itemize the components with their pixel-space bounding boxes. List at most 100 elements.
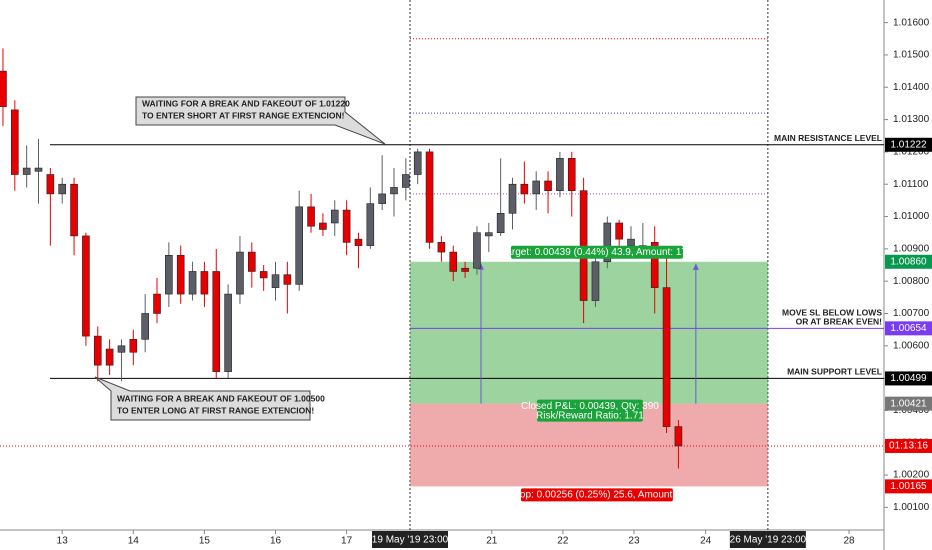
candle-body: [520, 183, 529, 195]
candle-body: [259, 271, 268, 279]
price-tag-label: 1.00165: [890, 481, 927, 492]
candle-body: [556, 158, 564, 191]
main-layer: [0, 48, 699, 469]
price-tag: [885, 396, 932, 411]
candle-body: [129, 339, 138, 353]
price-tag: [885, 371, 932, 386]
candle-body: [319, 222, 327, 230]
candle-body: [330, 209, 339, 224]
candle-body: [544, 180, 552, 191]
price-tag: [885, 254, 932, 269]
candle-body: [165, 255, 173, 295]
x-tick-label: 23: [628, 536, 640, 547]
candle-body: [425, 151, 434, 243]
callout-text: TO ENTER SHORT AT FIRST RANGE EXTENCION!: [142, 110, 345, 120]
candle-body: [615, 222, 623, 240]
result-label: Risk/Reward Ratio: 1.71: [536, 410, 644, 421]
candle-body: [0, 70, 7, 107]
price-tag: [885, 438, 932, 453]
price-tag-label: 01:13:16: [889, 441, 928, 452]
candle-body: [82, 235, 90, 337]
candle-body: [413, 151, 422, 175]
y-tick-label: 1.01500: [893, 50, 930, 61]
candle-body: [248, 251, 256, 272]
stop-label-box: [520, 488, 673, 502]
y-tick-label: 1.00200: [893, 470, 930, 481]
candle-body: [283, 274, 292, 285]
x-tick-label: 17: [341, 536, 353, 547]
y-tick-label: 1.00600: [893, 340, 930, 351]
candle-body: [473, 232, 481, 269]
price-tag: [885, 479, 932, 494]
y-tick-label: 1.00100: [893, 502, 930, 513]
price-tag-label: 1.00499: [890, 373, 927, 384]
candle-body: [105, 348, 114, 366]
candle-body: [58, 183, 67, 195]
candle-body: [11, 109, 19, 175]
candle-body: [46, 174, 55, 195]
candle-body: [650, 242, 659, 288]
candle-body: [117, 345, 126, 353]
arrow-head: [692, 263, 699, 270]
candle-body: [70, 183, 78, 237]
candle-body: [674, 426, 683, 447]
callout-box: [94, 376, 311, 421]
candle-body: [200, 271, 209, 295]
candle-body: [307, 206, 315, 227]
y-tick-label: 1.00800: [893, 276, 930, 287]
candle-body: [402, 174, 410, 188]
y-tick-label: 1.00900: [893, 243, 930, 254]
level-label: MAIN SUPPORT LEVEL: [787, 367, 882, 377]
candle-body: [366, 203, 375, 246]
target-label: Target: 0.00439 (0.44%) 43.9, Amount: 17…: [501, 247, 693, 258]
crosshair-tag: [372, 531, 449, 548]
crosshair-tag: [729, 531, 806, 548]
y-tick-label: 1.01600: [893, 17, 930, 28]
level-label: MAIN RESISTANCE LEVEL: [774, 133, 882, 143]
candle-body: [342, 209, 351, 243]
candle-body: [22, 167, 31, 175]
candle-body: [153, 293, 161, 314]
candle-body: [449, 251, 458, 272]
candle-body: [212, 271, 221, 372]
candle-body: [485, 232, 493, 237]
annotation-layer: WAITING FOR A BREAK AND FAKEOUT OF 1.012…: [94, 96, 932, 548]
y-tick-label: 1.01300: [893, 114, 930, 125]
candle-body: [532, 180, 541, 195]
price-tag: [885, 137, 932, 152]
x-tick-label: 19 May '19 23:00: [372, 535, 449, 546]
callout-text: WAITING FOR A BREAK AND FAKEOUT OF 1.005…: [117, 393, 325, 403]
x-tick-label: 14: [128, 536, 140, 547]
price-tag-label: 1.00421: [890, 398, 927, 409]
level-label: MOVE SL BELOW LOWS: [782, 308, 882, 318]
candle-body: [34, 167, 43, 172]
x-tick-label: 26 May '19 23:00: [730, 535, 807, 546]
price-tag: [885, 321, 932, 336]
y-tick-label: 1.01200: [893, 147, 930, 158]
price-tag-label: 1.01222: [890, 139, 927, 150]
candle-body: [93, 335, 102, 366]
callout-box: [135, 96, 386, 145]
candle-body: [378, 193, 386, 204]
x-tick-label: 13: [57, 536, 69, 547]
result-label: Closed P&L: 0.00439, Qty: 390: [521, 401, 659, 412]
candle-body: [603, 222, 612, 263]
candle-body: [236, 251, 244, 295]
x-tick-label: 22: [557, 536, 569, 547]
candle-body: [141, 313, 149, 340]
y-tick-label: 1.01000: [893, 211, 930, 222]
candle-body: [662, 287, 671, 427]
x-tick-label: 15: [199, 536, 211, 547]
candle-body: [627, 238, 635, 246]
candle-body: [461, 267, 469, 272]
y-tick-label: 1.01100: [893, 179, 929, 190]
candle-body: [295, 206, 304, 285]
candle-body: [567, 158, 576, 191]
candle-body: [354, 238, 363, 246]
candle-body: [271, 274, 280, 288]
candle-body: [579, 190, 588, 301]
target-label-box: [510, 245, 683, 259]
y-tick-label: 1.00700: [893, 308, 930, 319]
candle-body: [437, 242, 446, 253]
callout-text: TO ENTER LONG AT FIRST RANGE EXTENCION!: [117, 405, 314, 415]
